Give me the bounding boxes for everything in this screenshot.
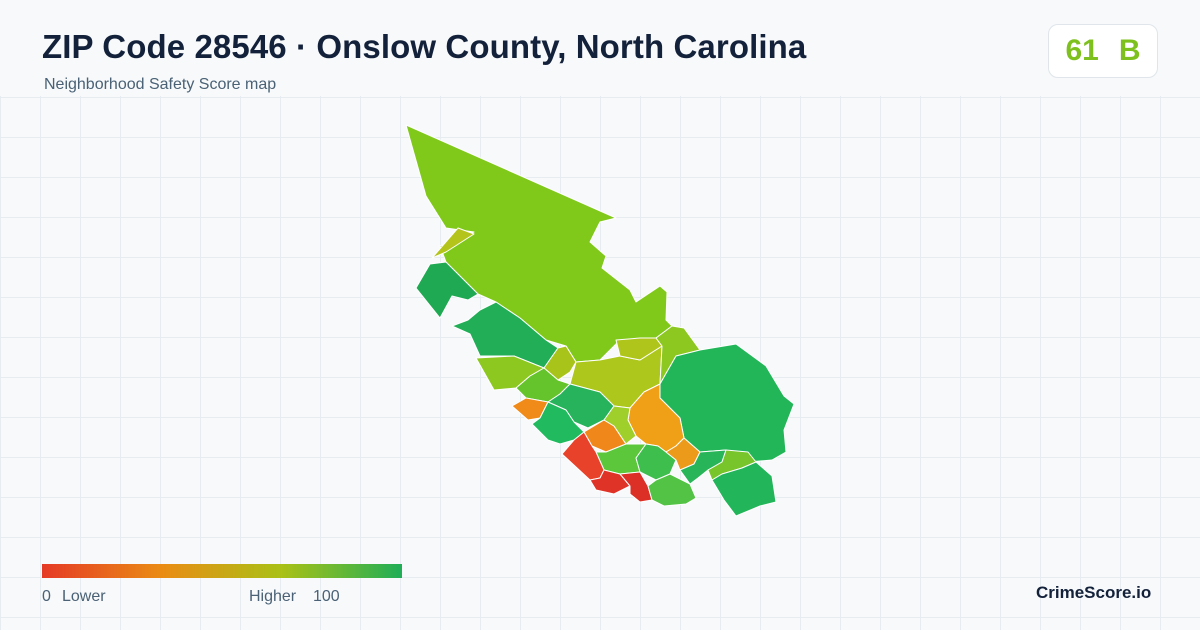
map-region-west-central-tract[interactable] — [451, 301, 559, 369]
map-region-west-small-tract[interactable] — [431, 227, 475, 259]
score-value: 61 — [1065, 34, 1099, 67]
legend-min-value: 0 — [42, 588, 51, 605]
brand-logo[interactable]: CrimeScore.io — [1036, 583, 1152, 602]
score-grade: B — [1118, 34, 1141, 67]
legend-max-text: Higher — [249, 588, 297, 605]
page-title: ZIP Code 28546 · Onslow County, North Ca… — [42, 28, 807, 65]
map-region-west-tract[interactable] — [415, 261, 479, 319]
map-region-central-small-tract[interactable] — [603, 405, 637, 445]
map-region-south-red-tract-c[interactable] — [619, 471, 653, 503]
header — [0, 0, 1200, 96]
legend-max-value: 100 — [313, 588, 340, 605]
score-badge: 61 B — [1048, 24, 1158, 78]
map-region-south-green-tract-d[interactable] — [647, 473, 697, 507]
map-region-south-east-green-tract[interactable] — [711, 461, 777, 517]
legend-gradient-bar — [42, 564, 402, 578]
legend-min-text: Lower — [62, 588, 106, 605]
map-region-south-green-tract-b[interactable] — [531, 401, 585, 445]
map-region-north-tract[interactable] — [405, 124, 673, 363]
page-subtitle: Neighborhood Safety Score map — [44, 76, 277, 93]
